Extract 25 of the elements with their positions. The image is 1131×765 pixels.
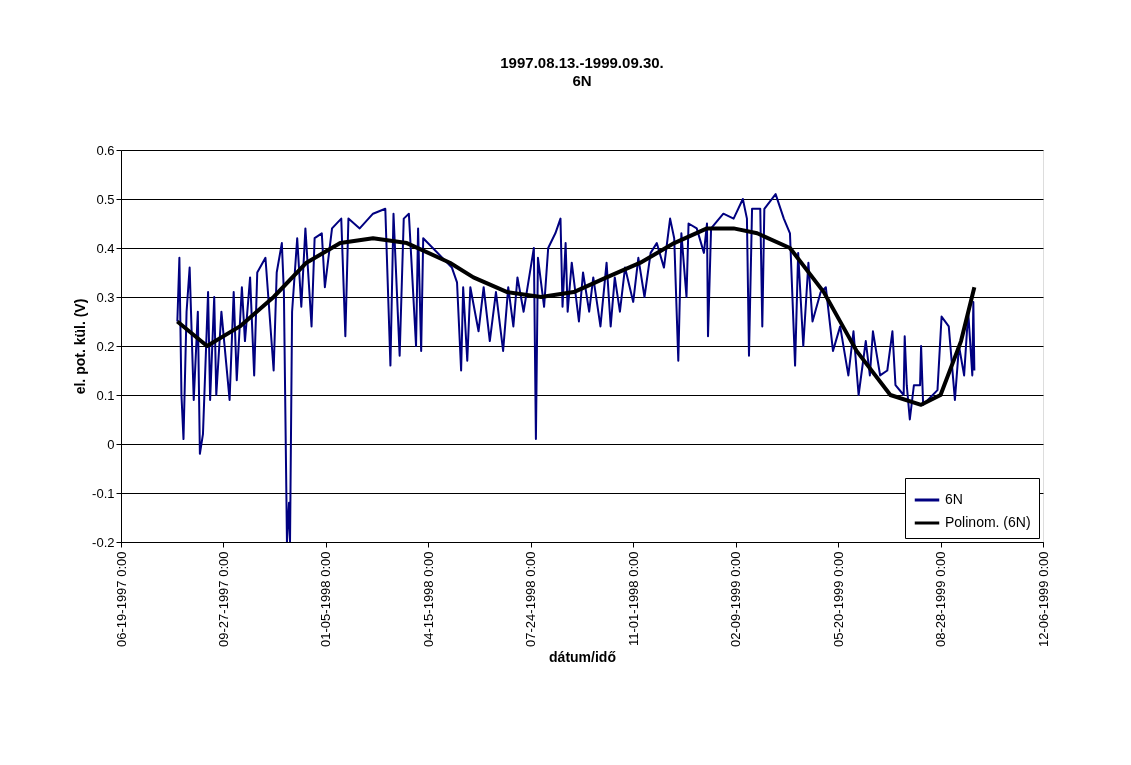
- x-tick-label: 01-05-1998 0:00: [318, 551, 334, 647]
- x-tick-label: 02-09-1999 0:00: [728, 551, 744, 647]
- y-tick-label: 0.4: [96, 240, 115, 256]
- y-tick-label: 0: [107, 436, 115, 452]
- x-tick-label: 09-27-1997 0:00: [215, 551, 231, 647]
- legend-label: 6N: [945, 491, 963, 507]
- y-tick-label: -0.2: [92, 534, 115, 550]
- x-tick-label: 11-01-1998 0:00: [625, 551, 641, 646]
- x-axis-title: dátum/idő: [549, 648, 616, 665]
- x-tick-label: 08-28-1999 0:00: [933, 551, 949, 647]
- x-tick-label: 12-06-1999 0:00: [1035, 551, 1051, 647]
- x-tick-label: 07-24-1998 0:00: [523, 551, 539, 647]
- y-tick-label: 0.2: [96, 338, 115, 354]
- y-tick-label: 0.6: [96, 142, 115, 158]
- y-axis-title: el. pot. kül. (V): [72, 298, 89, 395]
- x-tick-label: 06-19-1997 0:00: [113, 551, 129, 647]
- y-tick-label: 0.3: [96, 289, 115, 305]
- chart-title: 1997.08.13.-1999.09.30.: [500, 54, 664, 71]
- y-tick-label: 0.5: [96, 191, 115, 207]
- x-tick-label: 04-15-1998 0:00: [420, 551, 436, 647]
- y-tick-label: 0.1: [96, 387, 115, 403]
- y-tick-label: -0.1: [92, 485, 115, 501]
- chart-subtitle: 6N: [572, 72, 592, 89]
- legend-label: Polinom. (6N): [945, 514, 1031, 530]
- x-tick-label: 05-20-1999 0:00: [830, 551, 846, 647]
